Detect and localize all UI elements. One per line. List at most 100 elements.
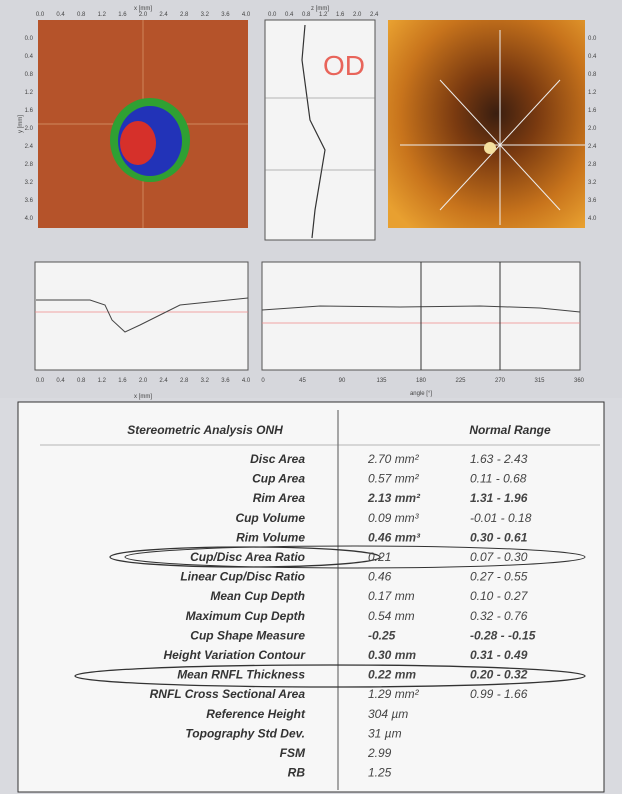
row-label: Cup Volume (235, 511, 305, 525)
row-value: 0.46 (368, 570, 392, 584)
y-tick-label: 3.6 (588, 198, 597, 204)
x-tick-label: 2.8 (180, 378, 189, 384)
x-tick-label: 315 (534, 378, 545, 384)
row-label: Topography Std Dev. (185, 726, 305, 740)
row-value: 0.21 (368, 550, 391, 564)
x-tick-label: 225 (455, 378, 466, 384)
row-range: 1.31 - 1.96 (470, 491, 528, 505)
optic-disc (484, 142, 496, 154)
y-tick-label: 0.0 (588, 36, 597, 42)
row-label: RB (288, 766, 306, 780)
y-tick-label: 3.6 (25, 198, 34, 204)
x-tick-label: 2.0 (353, 12, 362, 18)
row-range: 0.30 - 0.61 (470, 530, 528, 544)
x-tick-label: 4.0 (242, 378, 251, 384)
row-range: 0.99 - 1.66 (470, 687, 528, 701)
profile-line (301, 24, 326, 239)
row-range: 0.32 - 0.76 (470, 609, 528, 623)
row-label: Maximum Cup Depth (186, 609, 305, 623)
contour-line (36, 297, 249, 333)
y-tick-label: 3.2 (25, 180, 34, 186)
row-value: 31 µm (368, 726, 402, 740)
row-value: 2.13 mm² (367, 491, 421, 505)
row-label: Mean RNFL Thickness (177, 668, 305, 682)
y-tick-label: 2.0 (25, 126, 34, 132)
cup (120, 121, 156, 165)
x-tick-label: 135 (376, 378, 387, 384)
row-label: FSM (280, 746, 306, 760)
row-value: 2.99 (367, 746, 392, 760)
x-tick-label: 1.6 (118, 378, 127, 384)
x-tick-label: 1.6 (336, 12, 345, 18)
x-tick-label: 0.4 (56, 378, 65, 384)
row-label: Mean Cup Depth (210, 589, 305, 603)
row-label: Rim Volume (236, 530, 305, 544)
row-value: 304 µm (368, 707, 408, 721)
y-tick-label: 2.0 (588, 126, 597, 132)
row-value: 0.57 mm² (368, 472, 420, 486)
contour-plot (34, 261, 249, 371)
eye-label: OD (323, 50, 365, 81)
x-tick-label: 0 (261, 378, 265, 384)
row-value: 2.70 mm² (367, 452, 420, 466)
x-tick-label: 2.4 (159, 378, 168, 384)
axis-label: x [mm] (134, 6, 152, 12)
x-tick-label: 0.0 (36, 12, 45, 18)
x-tick-label: 180 (416, 378, 427, 384)
row-range: 0.27 - 0.55 (470, 570, 528, 584)
axis-label: angle [°] (410, 391, 432, 397)
x-tick-label: 3.2 (201, 12, 210, 18)
x-tick-label: 45 (299, 378, 306, 384)
x-tick-label: 3.6 (221, 378, 230, 384)
table (17, 401, 605, 793)
row-value: 0.54 mm (368, 609, 415, 623)
y-tick-label: 1.6 (588, 108, 597, 114)
axis-label: x [mm] (134, 394, 152, 400)
y-tick-label: 2.8 (25, 162, 34, 168)
axis-label: y [mm] (18, 115, 24, 133)
row-label: Cup Shape Measure (190, 628, 305, 642)
row-range: 0.11 - 0.68 (470, 472, 527, 486)
x-tick-label: 3.2 (201, 378, 210, 384)
x-tick-label: 0.8 (77, 378, 86, 384)
profile-plot (264, 19, 376, 241)
y-tick-label: 4.0 (25, 216, 34, 222)
row-value: 0.09 mm³ (368, 511, 420, 525)
row-range: 0.31 - 0.49 (470, 648, 528, 662)
row-label: Cup Area (252, 472, 305, 486)
fundus-image (388, 20, 585, 228)
x-tick-label: 4.0 (242, 12, 251, 18)
range-header: Normal Range (469, 423, 551, 437)
x-tick-label: 2.0 (139, 12, 148, 18)
x-tick-label: 1.2 (98, 378, 107, 384)
x-tick-label: 90 (339, 378, 346, 384)
x-tick-label: 2.4 (159, 12, 168, 18)
row-label: Disc Area (250, 452, 305, 466)
x-tick-label: 0.8 (302, 12, 311, 18)
row-value: -0.25 (368, 628, 396, 642)
x-tick-label: 2.4 (370, 12, 379, 18)
highlight (124, 545, 586, 569)
axis-label: z [mm] (311, 6, 329, 12)
row-value: 0.46 mm³ (368, 530, 421, 544)
y-tick-label: 1.2 (25, 90, 34, 96)
x-tick-label: 0.0 (36, 378, 45, 384)
rnfl-line (261, 305, 581, 313)
y-tick-label: 1.2 (588, 90, 597, 96)
y-tick-label: 0.4 (25, 54, 34, 60)
y-tick-label: 4.0 (588, 216, 597, 222)
x-tick-label: 0.4 (56, 12, 65, 18)
x-tick-label: 360 (574, 378, 585, 384)
x-tick-label: 3.6 (221, 12, 230, 18)
row-label: Cup/Disc Area Ratio (190, 550, 305, 564)
x-tick-label: 1.6 (118, 12, 127, 18)
highlight (74, 664, 586, 688)
row-range: -0.01 - 0.18 (470, 511, 532, 525)
y-tick-label: 0.0 (25, 36, 34, 42)
row-label: Height Variation Contour (163, 648, 306, 662)
x-tick-label: 1.2 (98, 12, 107, 18)
row-value: 0.22 mm (368, 668, 416, 682)
y-tick-label: 2.8 (588, 162, 597, 168)
row-label: Linear Cup/Disc Ratio (180, 570, 305, 584)
